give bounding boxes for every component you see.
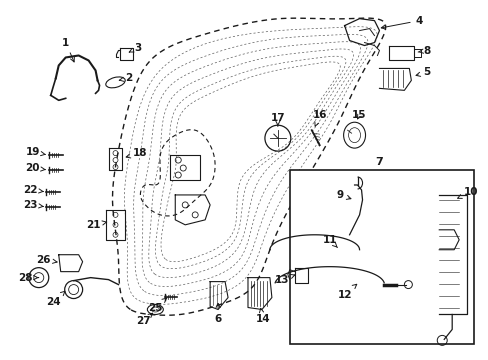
Text: 25: 25 xyxy=(148,298,166,312)
Text: 28: 28 xyxy=(19,273,39,283)
Text: 3: 3 xyxy=(129,42,142,53)
Text: 5: 5 xyxy=(415,67,430,77)
Text: 8: 8 xyxy=(417,45,430,55)
Text: 12: 12 xyxy=(337,284,356,300)
Text: 19: 19 xyxy=(25,147,45,157)
Text: 7: 7 xyxy=(375,157,383,167)
Ellipse shape xyxy=(105,77,125,88)
Text: 17: 17 xyxy=(270,113,285,126)
Text: 22: 22 xyxy=(23,185,43,195)
Text: 2: 2 xyxy=(119,73,132,84)
Text: 14: 14 xyxy=(255,308,270,324)
Text: 23: 23 xyxy=(23,200,43,210)
Ellipse shape xyxy=(147,305,163,315)
Text: 18: 18 xyxy=(126,148,147,158)
Text: 13: 13 xyxy=(274,274,294,285)
Text: 26: 26 xyxy=(37,255,57,265)
Text: 20: 20 xyxy=(25,163,45,173)
Text: 9: 9 xyxy=(335,190,350,200)
Text: 6: 6 xyxy=(214,303,221,324)
Ellipse shape xyxy=(348,128,360,143)
Text: 21: 21 xyxy=(86,220,106,230)
Text: 1: 1 xyxy=(62,37,74,62)
Text: 24: 24 xyxy=(46,291,65,306)
Text: 27: 27 xyxy=(136,313,152,327)
Text: 15: 15 xyxy=(351,110,366,120)
Text: 10: 10 xyxy=(457,187,477,198)
Text: 4: 4 xyxy=(381,15,422,29)
Text: 16: 16 xyxy=(312,110,326,126)
Bar xyxy=(289,170,473,345)
Ellipse shape xyxy=(343,122,365,148)
Ellipse shape xyxy=(151,307,159,312)
Text: 11: 11 xyxy=(322,235,337,248)
